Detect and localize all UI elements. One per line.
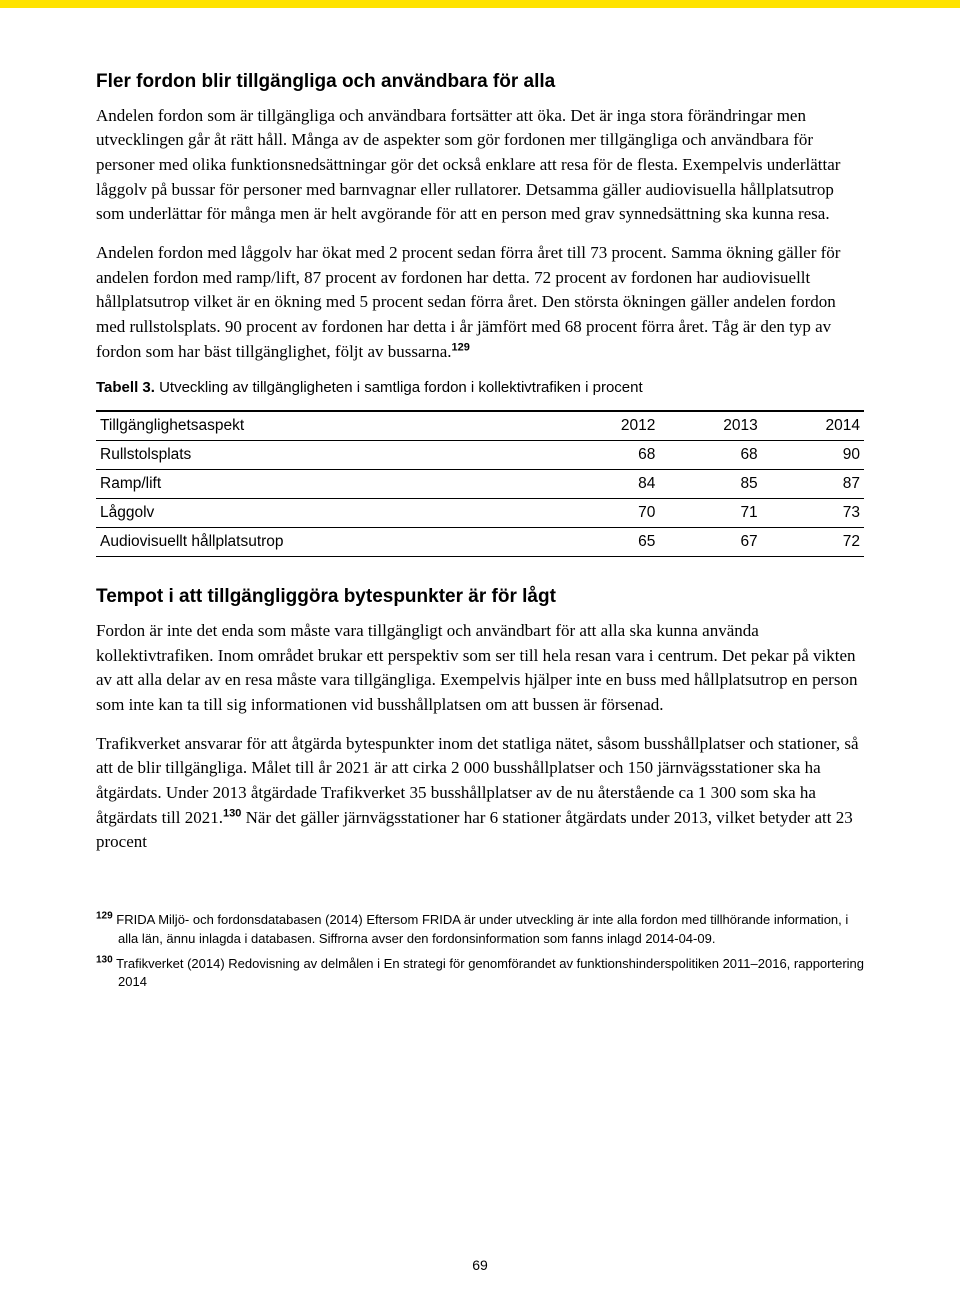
footnote-number: 130 [96, 954, 113, 965]
table-cell: Ramp/lift [96, 470, 557, 499]
table-cell: 90 [762, 441, 864, 470]
table-cell: 68 [557, 441, 659, 470]
section1-paragraph-1: Andelen fordon som är tillgängliga och a… [96, 104, 864, 227]
section1-heading: Fler fordon blir tillgängliga och använd… [96, 70, 864, 94]
table-header: 2012 [557, 411, 659, 441]
footnote-text: Trafikverket (2014) Redovisning av delmå… [113, 956, 864, 990]
table-cell: 71 [659, 499, 761, 528]
footnote-number: 129 [96, 911, 113, 922]
section2-paragraph-1: Fordon är inte det enda som måste vara t… [96, 619, 864, 718]
table-caption: Tabell 3. Utveckling av tillgängligheten… [96, 378, 864, 398]
table-row: Ramp/lift 84 85 87 [96, 470, 864, 499]
table-cell: 70 [557, 499, 659, 528]
section2-paragraph-2: Trafikverket ansvarar för att åtgärda by… [96, 732, 864, 855]
table-caption-label: Tabell 3. [96, 379, 155, 396]
table-header: 2013 [659, 411, 761, 441]
table-row: Låggolv 70 71 73 [96, 499, 864, 528]
section2-heading: Tempot i att tillgängliggöra bytespunkte… [96, 585, 864, 609]
table-header: 2014 [762, 411, 864, 441]
table-caption-text: Utveckling av tillgängligheten i samtlig… [155, 379, 643, 396]
footnote-ref-130: 130 [223, 807, 241, 819]
table-cell: 84 [557, 470, 659, 499]
table-cell: 67 [659, 528, 761, 557]
table-cell: 68 [659, 441, 761, 470]
table-cell: 87 [762, 470, 864, 499]
page: Fler fordon blir tillgängliga och använd… [0, 0, 960, 1295]
table-cell: Rullstolsplats [96, 441, 557, 470]
footnotes: 129 FRIDA Miljö- och fordonsdatabasen (2… [96, 911, 864, 992]
table-cell: 65 [557, 528, 659, 557]
table-cell: Låggolv [96, 499, 557, 528]
table-row: Rullstolsplats 68 68 90 [96, 441, 864, 470]
table-row: Audiovisuellt hållplatsutrop 65 67 72 [96, 528, 864, 557]
accessibility-table: Tillgänglighetsaspekt 2012 2013 2014 Rul… [96, 410, 864, 557]
page-number: 69 [0, 1257, 960, 1273]
footnote-ref-129: 129 [452, 341, 470, 353]
table-header: Tillgänglighetsaspekt [96, 411, 557, 441]
table-cell: 73 [762, 499, 864, 528]
table-cell: 72 [762, 528, 864, 557]
section1-paragraph-2: Andelen fordon med låggolv har ökat med … [96, 241, 864, 364]
footnote-text: FRIDA Miljö- och fordonsdatabasen (2014)… [113, 912, 849, 946]
table-header-row: Tillgänglighetsaspekt 2012 2013 2014 [96, 411, 864, 441]
table-cell: 85 [659, 470, 761, 499]
footnote-130: 130 Trafikverket (2014) Redovisning av d… [96, 955, 864, 993]
footnote-129: 129 FRIDA Miljö- och fordonsdatabasen (2… [96, 911, 864, 949]
table-cell: Audiovisuellt hållplatsutrop [96, 528, 557, 557]
